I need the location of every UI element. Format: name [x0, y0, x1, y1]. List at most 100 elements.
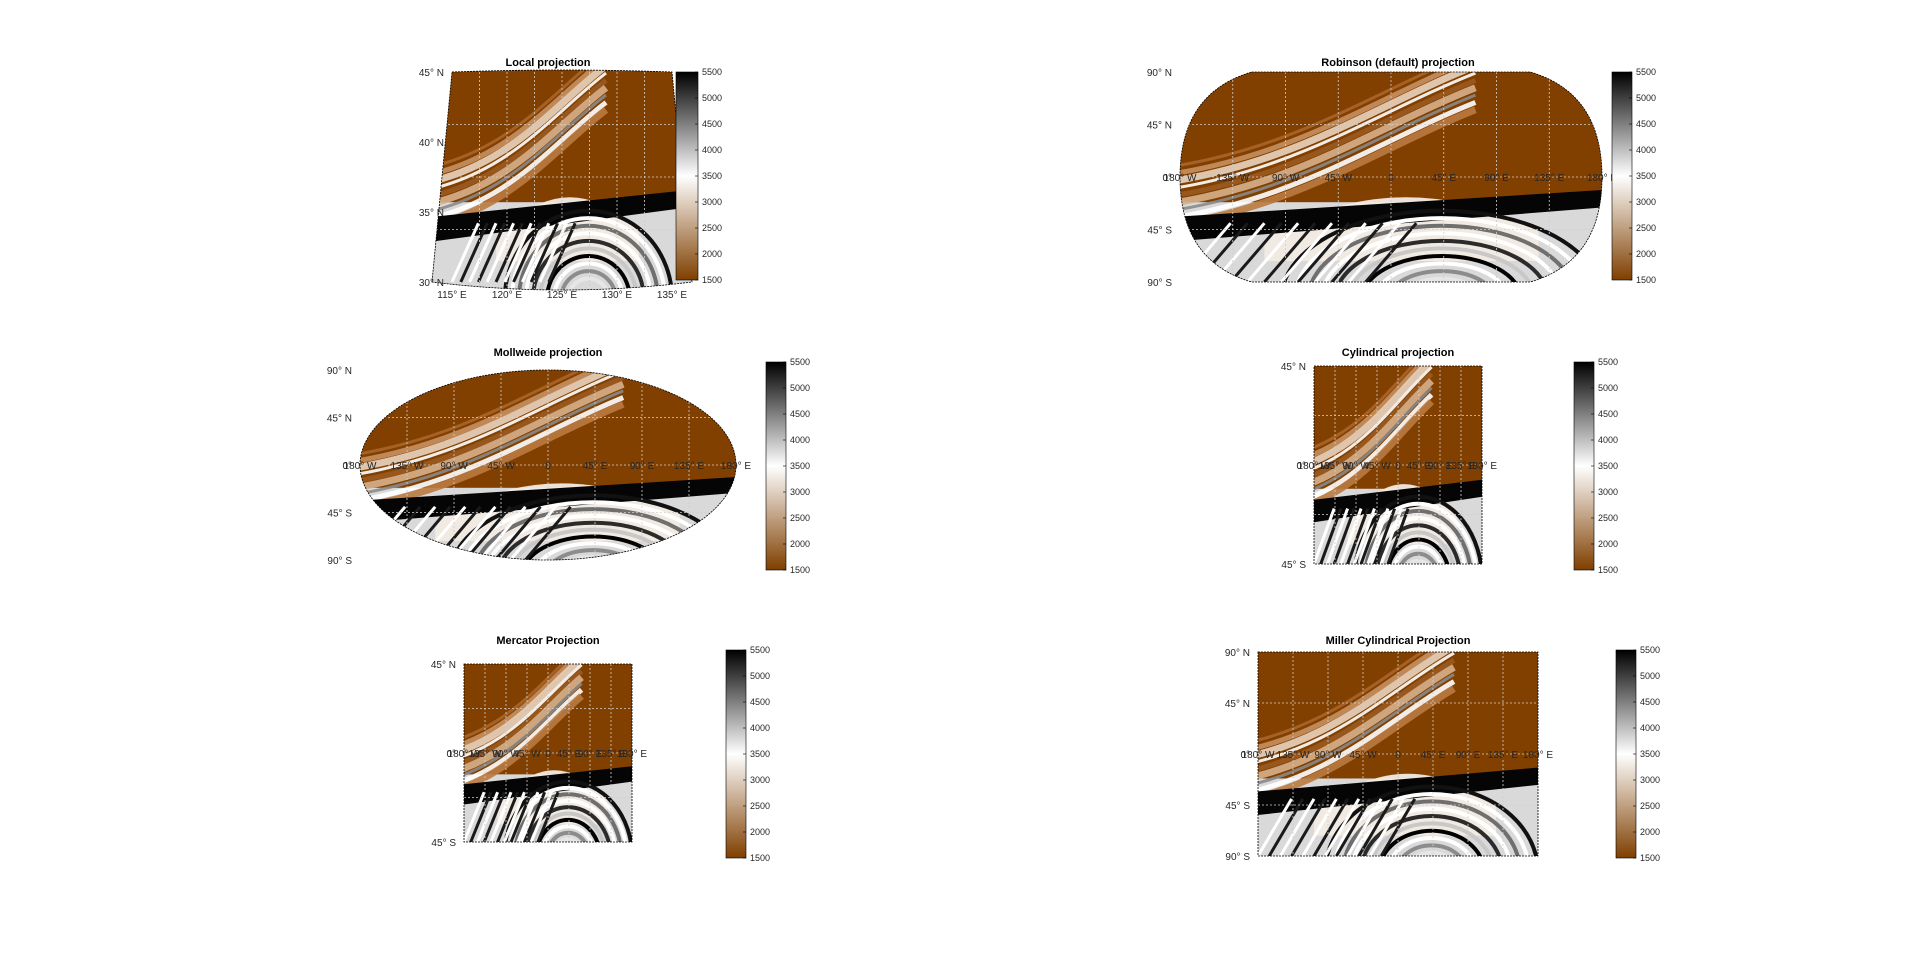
lon-tick-label: 90° W: [1342, 461, 1370, 472]
lon-tick-label: 180° W: [1242, 750, 1275, 761]
lon-tick-label: 180° E: [1467, 461, 1497, 472]
colorbar-tick-label: 3000: [1636, 197, 1656, 207]
colorbar-tick-label: 4000: [1640, 723, 1660, 733]
colorbar: [675, 71, 699, 281]
lon-tick-label: 0: [545, 749, 551, 760]
colorbar-tick-label: 5500: [1636, 67, 1656, 77]
colorbar-tick-label: 3500: [790, 461, 810, 471]
map-panel-cylindrical: Cylindrical projection 45° S 0° 45° N 180° W…: [1281, 347, 1618, 575]
lat-tick-label: 90° S: [1225, 852, 1250, 863]
lon-tick-label: 180° W: [344, 461, 377, 472]
map-body: [1314, 366, 1482, 564]
lon-tick-label: 45° W: [1363, 461, 1391, 472]
lat-tick-label: 45° N: [431, 660, 456, 671]
lon-tick-label: 90° W: [492, 749, 520, 760]
lon-tick-label: 90° W: [440, 461, 468, 472]
colorbar-tick-label: 1500: [790, 565, 810, 575]
lon-tick-label: 0: [1395, 750, 1401, 761]
colorbar-tick-label: 1500: [1640, 853, 1660, 863]
lon-tick-label: 135° E: [1534, 173, 1564, 184]
colorbar-tick-label: 3500: [702, 171, 722, 181]
lon-tick-label: 45° W: [1325, 173, 1353, 184]
colorbar-tick-label: 4500: [702, 119, 722, 129]
lat-tick-label: 0°: [342, 461, 352, 472]
colorbar-tick-label: 5000: [1598, 383, 1618, 393]
colorbar-tick-label: 2500: [790, 513, 810, 523]
colorbar-tick-label: 4000: [750, 723, 770, 733]
lon-tick-label: 0: [1388, 173, 1394, 184]
colorbar-tick-label: 2000: [702, 249, 722, 259]
graticule: [1180, 72, 1602, 282]
lat-tick-label: 45° N: [327, 414, 352, 425]
colorbar-tick-label: 5500: [750, 645, 770, 655]
colorbar-tick-label: 5500: [790, 357, 810, 367]
lat-tick-label: 45° S: [1147, 226, 1172, 237]
lat-tick-label: 0°: [1162, 173, 1172, 184]
map-frame: [463, 663, 633, 843]
lat-tick-label: 0°: [446, 749, 456, 760]
colorbar-tick-label: 2000: [790, 539, 810, 549]
colorbar-tick-label: 1500: [702, 275, 722, 285]
colorbar-tick-label: 2000: [1640, 827, 1660, 837]
map-frame: [1313, 365, 1483, 565]
colorbar-tick-label: 5000: [702, 93, 722, 103]
lon-tick-label: 45° E: [1431, 173, 1456, 184]
lon-tick-label: 135° E: [1446, 461, 1476, 472]
lat-tick-label: 30° N: [419, 278, 444, 289]
lon-tick-label: 125° E: [547, 290, 577, 301]
lon-tick-label: 135° E: [674, 461, 704, 472]
map-body: [432, 70, 692, 290]
colorbar-tick-label: 4000: [1598, 435, 1618, 445]
colorbar-tick-label: 3000: [790, 487, 810, 497]
lat-tick-label: 45° N: [1225, 699, 1250, 710]
lat-tick-label: 45° S: [1225, 801, 1250, 812]
graticule: [360, 369, 736, 561]
lon-tick-label: 90° E: [1456, 750, 1481, 761]
lon-tick-label: 135° W: [391, 461, 424, 472]
map-panel-miller: Miller Cylindrical Projection 90° S 45° S 0…: [1225, 635, 1660, 863]
lon-tick-label: 120° E: [492, 290, 522, 301]
lat-tick-label: 0°: [1296, 461, 1306, 472]
colorbar-tick-label: 3000: [702, 197, 722, 207]
lon-tick-label: 45° W: [487, 461, 515, 472]
colorbar-tick-label: 5000: [1640, 671, 1660, 681]
lon-tick-label: 115° E: [437, 290, 467, 301]
lat-tick-label: 40° N: [419, 138, 444, 149]
chart-title: Local projection: [506, 57, 591, 69]
map-frame: [1257, 651, 1539, 857]
colorbar-tick-label: 2500: [750, 801, 770, 811]
chart-title: Robinson (default) projection: [1321, 57, 1475, 69]
lon-tick-label: 90° E: [1428, 461, 1453, 472]
lon-tick-label: 45° W: [1349, 750, 1377, 761]
lat-tick-label: 45° N: [1281, 362, 1306, 373]
colorbar-tick-label: 3500: [1640, 749, 1660, 759]
colorbar-tick-label: 2500: [1636, 223, 1656, 233]
colorbar-tick-label: 5500: [1640, 645, 1660, 655]
colorbar-tick-label: 2500: [702, 223, 722, 233]
map-panel-robinson: Robinson (default) projection 90° S 45° S 0…: [1147, 57, 1656, 289]
map-panel-local: Local projection 30° N 35° N 40° N 45° N 115°…: [419, 57, 722, 301]
lon-tick-label: 0: [545, 461, 551, 472]
lon-tick-label: 135° W: [1277, 750, 1310, 761]
colorbar-tick-label: 5500: [1598, 357, 1618, 367]
chart-title: Miller Cylindrical Projection: [1326, 635, 1471, 647]
chart-title: Mollweide projection: [494, 347, 603, 359]
lat-tick-label: 90° S: [1147, 278, 1172, 289]
lon-tick-label: 90° W: [1272, 173, 1300, 184]
lon-tick-label: 45° W: [513, 749, 541, 760]
colorbar-tick-label: 4000: [1636, 145, 1656, 155]
lat-tick-label: 45° S: [1281, 560, 1306, 571]
graticule: [464, 664, 632, 842]
colorbar-tick-label: 2000: [1636, 249, 1656, 259]
lon-tick-label: 45° E: [557, 749, 582, 760]
lat-tick-label: 90° S: [327, 556, 352, 567]
colorbar-tick-label: 4500: [750, 697, 770, 707]
colorbar-tick-label: 1500: [1636, 275, 1656, 285]
colorbar-tick-label: 4500: [790, 409, 810, 419]
lon-tick-label: 135° W: [1319, 461, 1352, 472]
chart-title: Cylindrical projection: [1342, 347, 1455, 359]
lon-tick-label: 180° E: [617, 749, 647, 760]
lon-tick-label: 135° E: [596, 749, 626, 760]
